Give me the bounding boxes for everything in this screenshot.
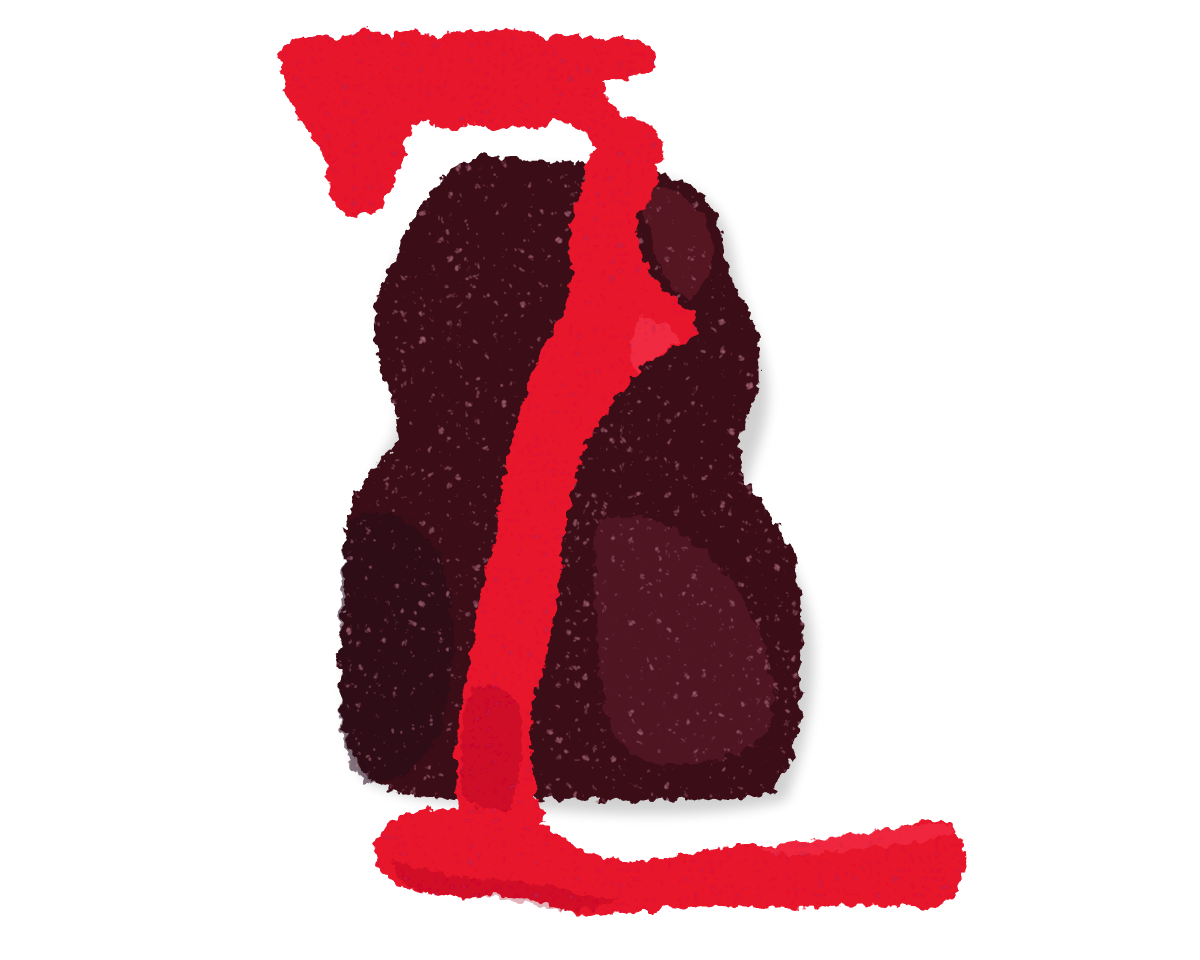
top-red-strand bbox=[279, 29, 665, 216]
bottom-red-strand bbox=[374, 808, 965, 915]
center-red-strand bbox=[455, 146, 697, 835]
